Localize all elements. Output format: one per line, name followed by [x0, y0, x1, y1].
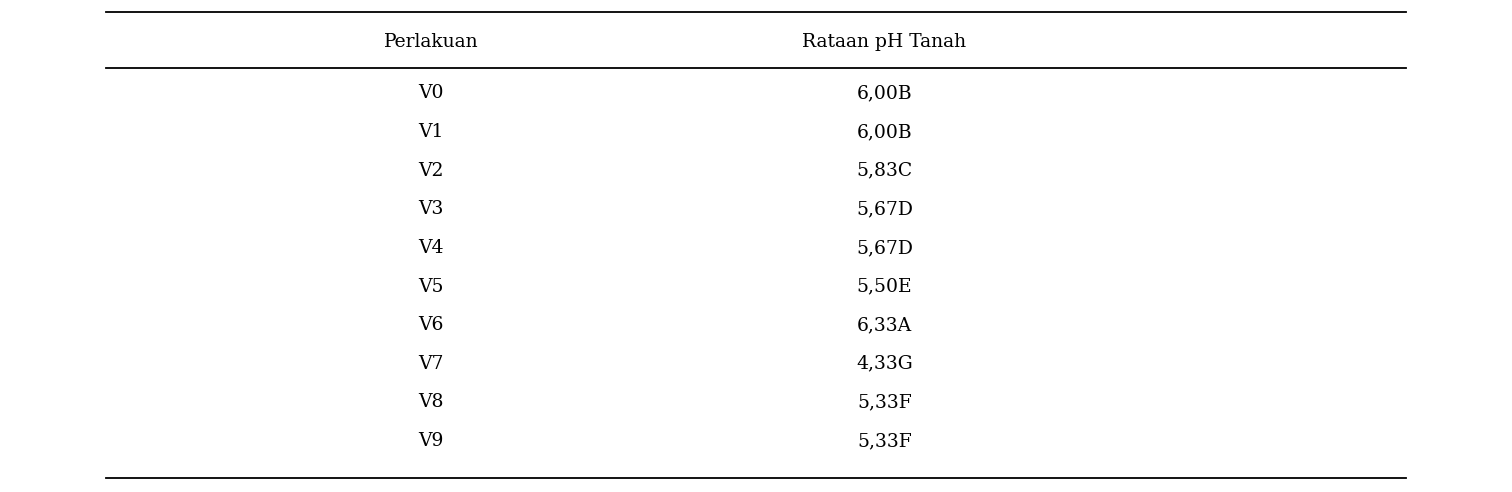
- Text: Perlakuan: Perlakuan: [384, 33, 478, 51]
- Text: 6,00B: 6,00B: [857, 85, 912, 102]
- Text: 6,00B: 6,00B: [857, 123, 912, 141]
- Text: V7: V7: [419, 355, 443, 373]
- Text: 5,50E: 5,50E: [857, 277, 912, 296]
- Text: V5: V5: [419, 277, 443, 296]
- Text: V4: V4: [419, 239, 443, 257]
- Text: 5,67D: 5,67D: [856, 200, 913, 218]
- Text: V3: V3: [419, 200, 443, 218]
- Text: V1: V1: [419, 123, 443, 141]
- Text: 5,33F: 5,33F: [857, 432, 912, 450]
- Text: V2: V2: [419, 162, 443, 180]
- Text: 5,33F: 5,33F: [857, 394, 912, 411]
- Text: 4,33G: 4,33G: [856, 355, 913, 373]
- Text: 6,33A: 6,33A: [857, 316, 912, 334]
- Text: V9: V9: [419, 432, 443, 450]
- Text: V6: V6: [419, 316, 443, 334]
- Text: 5,67D: 5,67D: [856, 239, 913, 257]
- Text: Rataan pH Tanah: Rataan pH Tanah: [803, 33, 966, 51]
- Text: 5,83C: 5,83C: [856, 162, 913, 180]
- Text: V8: V8: [419, 394, 443, 411]
- Text: V0: V0: [419, 85, 443, 102]
